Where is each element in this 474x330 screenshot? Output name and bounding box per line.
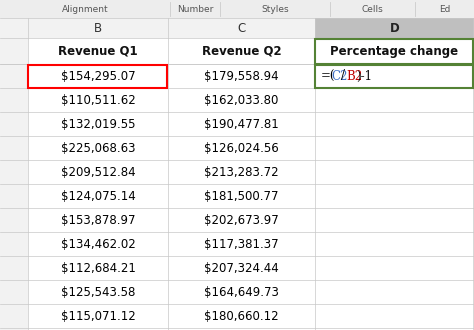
Text: Revenue Q2: Revenue Q2 xyxy=(202,45,281,57)
Text: D: D xyxy=(390,21,400,35)
Text: $213,283.72: $213,283.72 xyxy=(204,166,279,179)
Text: $202,673.97: $202,673.97 xyxy=(204,214,279,226)
Text: $112,684.21: $112,684.21 xyxy=(61,261,136,275)
Text: $134,462.02: $134,462.02 xyxy=(61,238,136,250)
Text: $154,295.07: $154,295.07 xyxy=(61,70,135,82)
Text: $207,324.44: $207,324.44 xyxy=(204,261,279,275)
Text: $153,878.97: $153,878.97 xyxy=(61,214,135,226)
Text: $126,024.56: $126,024.56 xyxy=(204,142,279,154)
Text: $162,033.80: $162,033.80 xyxy=(204,93,279,107)
Text: $115,071.12: $115,071.12 xyxy=(61,310,136,322)
Text: B: B xyxy=(94,21,102,35)
Bar xyxy=(0,18,28,330)
Text: /: / xyxy=(341,70,345,82)
Text: $180,660.12: $180,660.12 xyxy=(204,310,279,322)
Text: $209,512.84: $209,512.84 xyxy=(61,166,135,179)
Text: B2: B2 xyxy=(346,70,362,82)
Text: $110,511.62: $110,511.62 xyxy=(61,93,136,107)
Text: $124,075.14: $124,075.14 xyxy=(61,189,136,203)
Text: C2: C2 xyxy=(331,70,347,82)
Text: $181,500.77: $181,500.77 xyxy=(204,189,279,203)
Text: Ed: Ed xyxy=(439,5,451,14)
Text: =(: =( xyxy=(321,70,336,82)
Text: )-1: )-1 xyxy=(356,70,372,82)
Bar xyxy=(316,39,474,63)
Text: Number: Number xyxy=(177,5,213,14)
Text: Cells: Cells xyxy=(361,5,383,14)
Text: $125,543.58: $125,543.58 xyxy=(61,285,135,299)
Text: $190,477.81: $190,477.81 xyxy=(204,117,279,130)
Bar xyxy=(28,64,167,87)
Text: $179,558.94: $179,558.94 xyxy=(204,70,279,82)
Text: $117,381.37: $117,381.37 xyxy=(204,238,279,250)
Text: Alignment: Alignment xyxy=(62,5,109,14)
Bar xyxy=(315,18,474,38)
Text: $132,019.55: $132,019.55 xyxy=(61,117,135,130)
Text: C: C xyxy=(237,21,246,35)
Text: Styles: Styles xyxy=(261,5,289,14)
Text: Revenue Q1: Revenue Q1 xyxy=(58,45,138,57)
Text: $225,068.63: $225,068.63 xyxy=(61,142,135,154)
Text: $164,649.73: $164,649.73 xyxy=(204,285,279,299)
Bar xyxy=(316,64,474,87)
Text: Percentage change: Percentage change xyxy=(330,45,458,57)
Bar xyxy=(28,18,474,38)
Bar xyxy=(0,0,474,18)
